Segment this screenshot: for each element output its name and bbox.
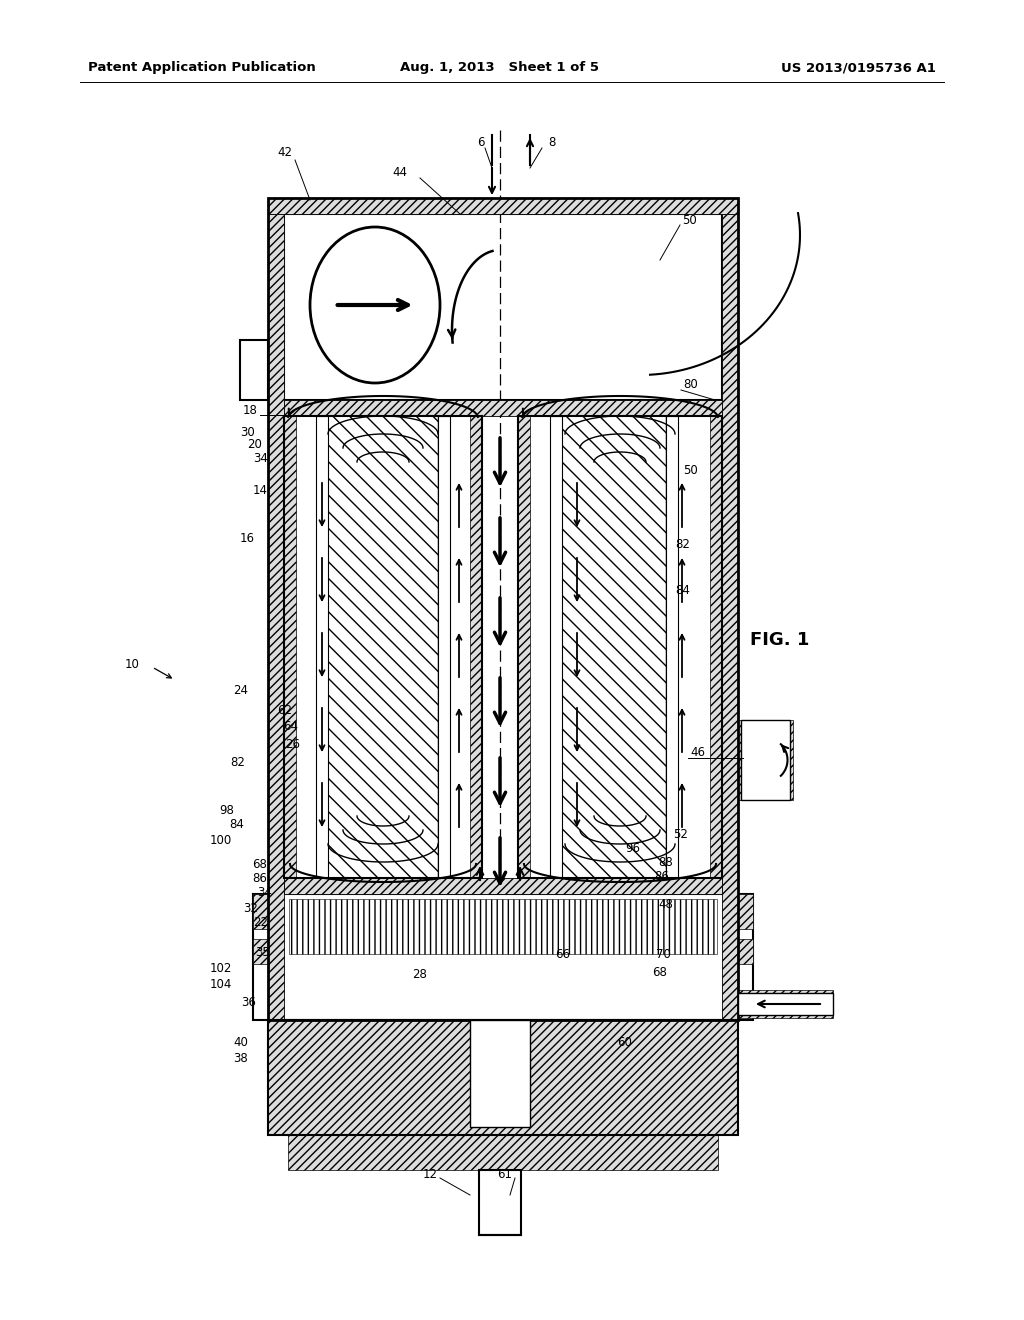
Text: 46: 46 [690, 746, 705, 759]
Bar [268, 198, 738, 214]
Text: 35: 35 [255, 945, 270, 958]
Text: 82: 82 [230, 755, 245, 768]
Text: 86: 86 [252, 871, 267, 884]
Text: 44: 44 [392, 165, 408, 178]
Text: 36: 36 [241, 995, 256, 1008]
Bar [470, 1020, 530, 1127]
Text: 20: 20 [247, 437, 262, 450]
Bar [268, 1020, 738, 1135]
Text: 34: 34 [257, 887, 272, 899]
Text: 52: 52 [673, 829, 688, 842]
Text: US 2013/0195736 A1: US 2013/0195736 A1 [781, 62, 936, 74]
Text: 88: 88 [658, 855, 673, 869]
Text: 38: 38 [233, 1052, 248, 1064]
Text: 22: 22 [253, 916, 268, 929]
Bar [240, 341, 268, 400]
Bar [284, 416, 296, 878]
Text: 84: 84 [675, 583, 690, 597]
Text: 12: 12 [423, 1168, 437, 1181]
Text: 28: 28 [413, 969, 427, 982]
Bar [253, 894, 268, 929]
Bar [470, 416, 482, 878]
Text: 48: 48 [658, 899, 673, 912]
Bar [268, 198, 738, 214]
Bar [284, 416, 482, 878]
Bar [479, 1170, 521, 1236]
Bar [268, 1020, 738, 1135]
Bar [710, 416, 722, 878]
Text: Aug. 1, 2013   Sheet 1 of 5: Aug. 1, 2013 Sheet 1 of 5 [400, 62, 599, 74]
Bar [741, 719, 790, 800]
Bar [738, 990, 833, 1018]
Text: 50: 50 [682, 214, 696, 227]
Text: Patent Application Publication: Patent Application Publication [88, 62, 315, 74]
Bar [316, 416, 328, 878]
Text: 86: 86 [654, 870, 669, 883]
Bar [562, 416, 666, 878]
Bar [666, 416, 678, 878]
Text: 66: 66 [555, 949, 570, 961]
Text: 98: 98 [219, 804, 234, 817]
Bar [518, 416, 530, 878]
Text: 100: 100 [210, 833, 232, 846]
Bar [288, 1135, 718, 1170]
Text: FIG. 1: FIG. 1 [750, 631, 809, 649]
Bar [289, 899, 717, 954]
Bar [268, 198, 738, 1020]
Text: 70: 70 [656, 949, 671, 961]
Text: 60: 60 [617, 1035, 632, 1048]
Text: 82: 82 [675, 539, 690, 552]
Text: 96: 96 [625, 842, 640, 854]
Text: 24: 24 [233, 684, 248, 697]
Text: 68: 68 [252, 858, 267, 870]
Text: 61: 61 [498, 1168, 512, 1181]
Bar [284, 878, 722, 894]
Text: 16: 16 [240, 532, 255, 544]
Bar [268, 214, 284, 1020]
Bar [284, 214, 722, 400]
Bar [518, 416, 722, 878]
Text: 10: 10 [125, 659, 139, 672]
Text: 40: 40 [233, 1035, 248, 1048]
Text: 50: 50 [683, 463, 697, 477]
Text: 8: 8 [548, 136, 555, 149]
Text: 18: 18 [243, 404, 258, 417]
Text: 34: 34 [253, 451, 268, 465]
Text: 80: 80 [683, 379, 697, 392]
Bar [738, 993, 833, 1015]
Text: 30: 30 [241, 425, 255, 438]
Bar [284, 400, 722, 416]
Bar [722, 214, 738, 1020]
Text: 6: 6 [477, 136, 485, 149]
Bar [738, 894, 753, 929]
Bar [438, 416, 450, 878]
Bar [253, 939, 268, 964]
Bar [550, 416, 562, 878]
Text: 14: 14 [253, 483, 268, 496]
Bar [738, 719, 793, 800]
Text: 64: 64 [283, 719, 298, 733]
Text: 68: 68 [652, 965, 667, 978]
Text: 42: 42 [278, 147, 293, 160]
Text: 26: 26 [285, 738, 300, 751]
Ellipse shape [310, 227, 440, 383]
Text: 32: 32 [243, 902, 258, 915]
Text: 102: 102 [210, 961, 232, 974]
Text: 104: 104 [210, 978, 232, 991]
Text: 62: 62 [278, 704, 292, 717]
Text: 84: 84 [229, 817, 244, 830]
Bar [253, 894, 753, 1020]
Bar [328, 416, 438, 878]
Bar [738, 939, 753, 964]
